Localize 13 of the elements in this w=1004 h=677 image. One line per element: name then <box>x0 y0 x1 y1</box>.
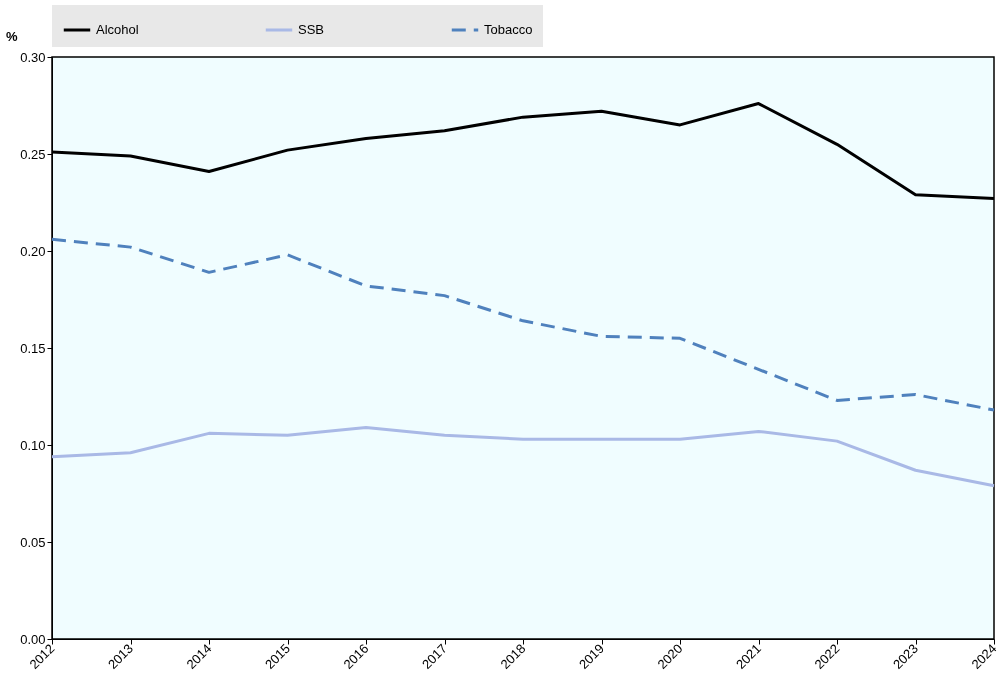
y-tick-label: 0.30 <box>20 49 46 65</box>
y-tick-label: 0.20 <box>20 243 46 259</box>
y-tick-label: 0.00 <box>20 631 46 647</box>
legend-label: SSB <box>298 22 325 37</box>
y-tick-label: 0.25 <box>20 146 46 162</box>
y-axis-title: % <box>5 28 18 44</box>
y-tick-label: 0.05 <box>20 534 46 550</box>
line-series <box>50 237 996 412</box>
line-series <box>50 426 996 488</box>
legend-label: Tobacco <box>484 22 533 37</box>
legend-label: Alcohol <box>96 22 139 37</box>
y-tick-label: 0.10 <box>20 437 46 453</box>
y-tick-label: 0.15 <box>20 340 46 356</box>
